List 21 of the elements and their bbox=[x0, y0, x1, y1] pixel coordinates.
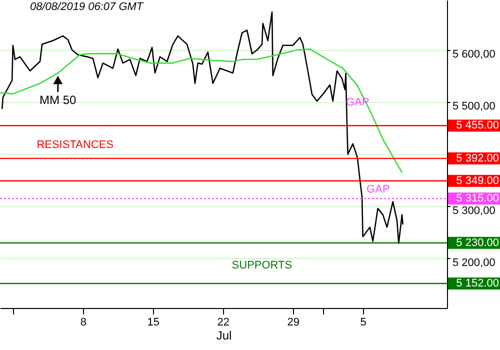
y-tick-label: 5 300,00 bbox=[452, 204, 496, 217]
ref-line-label: 5 349.00 bbox=[456, 174, 499, 187]
x-tick-label: 29 bbox=[287, 316, 300, 328]
y-tick-label: 5 200,00 bbox=[452, 256, 496, 269]
ref-line-label: 5 230.00 bbox=[456, 236, 499, 249]
series-label: MM 50 bbox=[40, 92, 77, 107]
x-tick-label: 15 bbox=[147, 316, 160, 328]
ref-line-label: 5 152.00 bbox=[456, 278, 499, 290]
x-tick-label: 5 bbox=[360, 316, 366, 328]
x-tick-label: 22 bbox=[217, 316, 230, 328]
annotation: GAP bbox=[366, 183, 390, 196]
ref-line-label: 5 392.00 bbox=[456, 152, 499, 164]
y-tick-label: 5 500,00 bbox=[452, 100, 496, 113]
annotation: SUPPORTS bbox=[232, 259, 292, 272]
x-tick-label: 8 bbox=[80, 316, 86, 328]
ref-line-label: 5 315.00 bbox=[456, 192, 499, 205]
annotation: RESISTANCES bbox=[36, 138, 114, 151]
y-tick-label: 5 600,00 bbox=[452, 48, 496, 61]
ref-line-label: 5 455.00 bbox=[456, 120, 499, 132]
x-axis-title: Jul bbox=[216, 328, 232, 342]
annotation: 08/08/2019 06:07 GMT bbox=[30, 1, 144, 13]
